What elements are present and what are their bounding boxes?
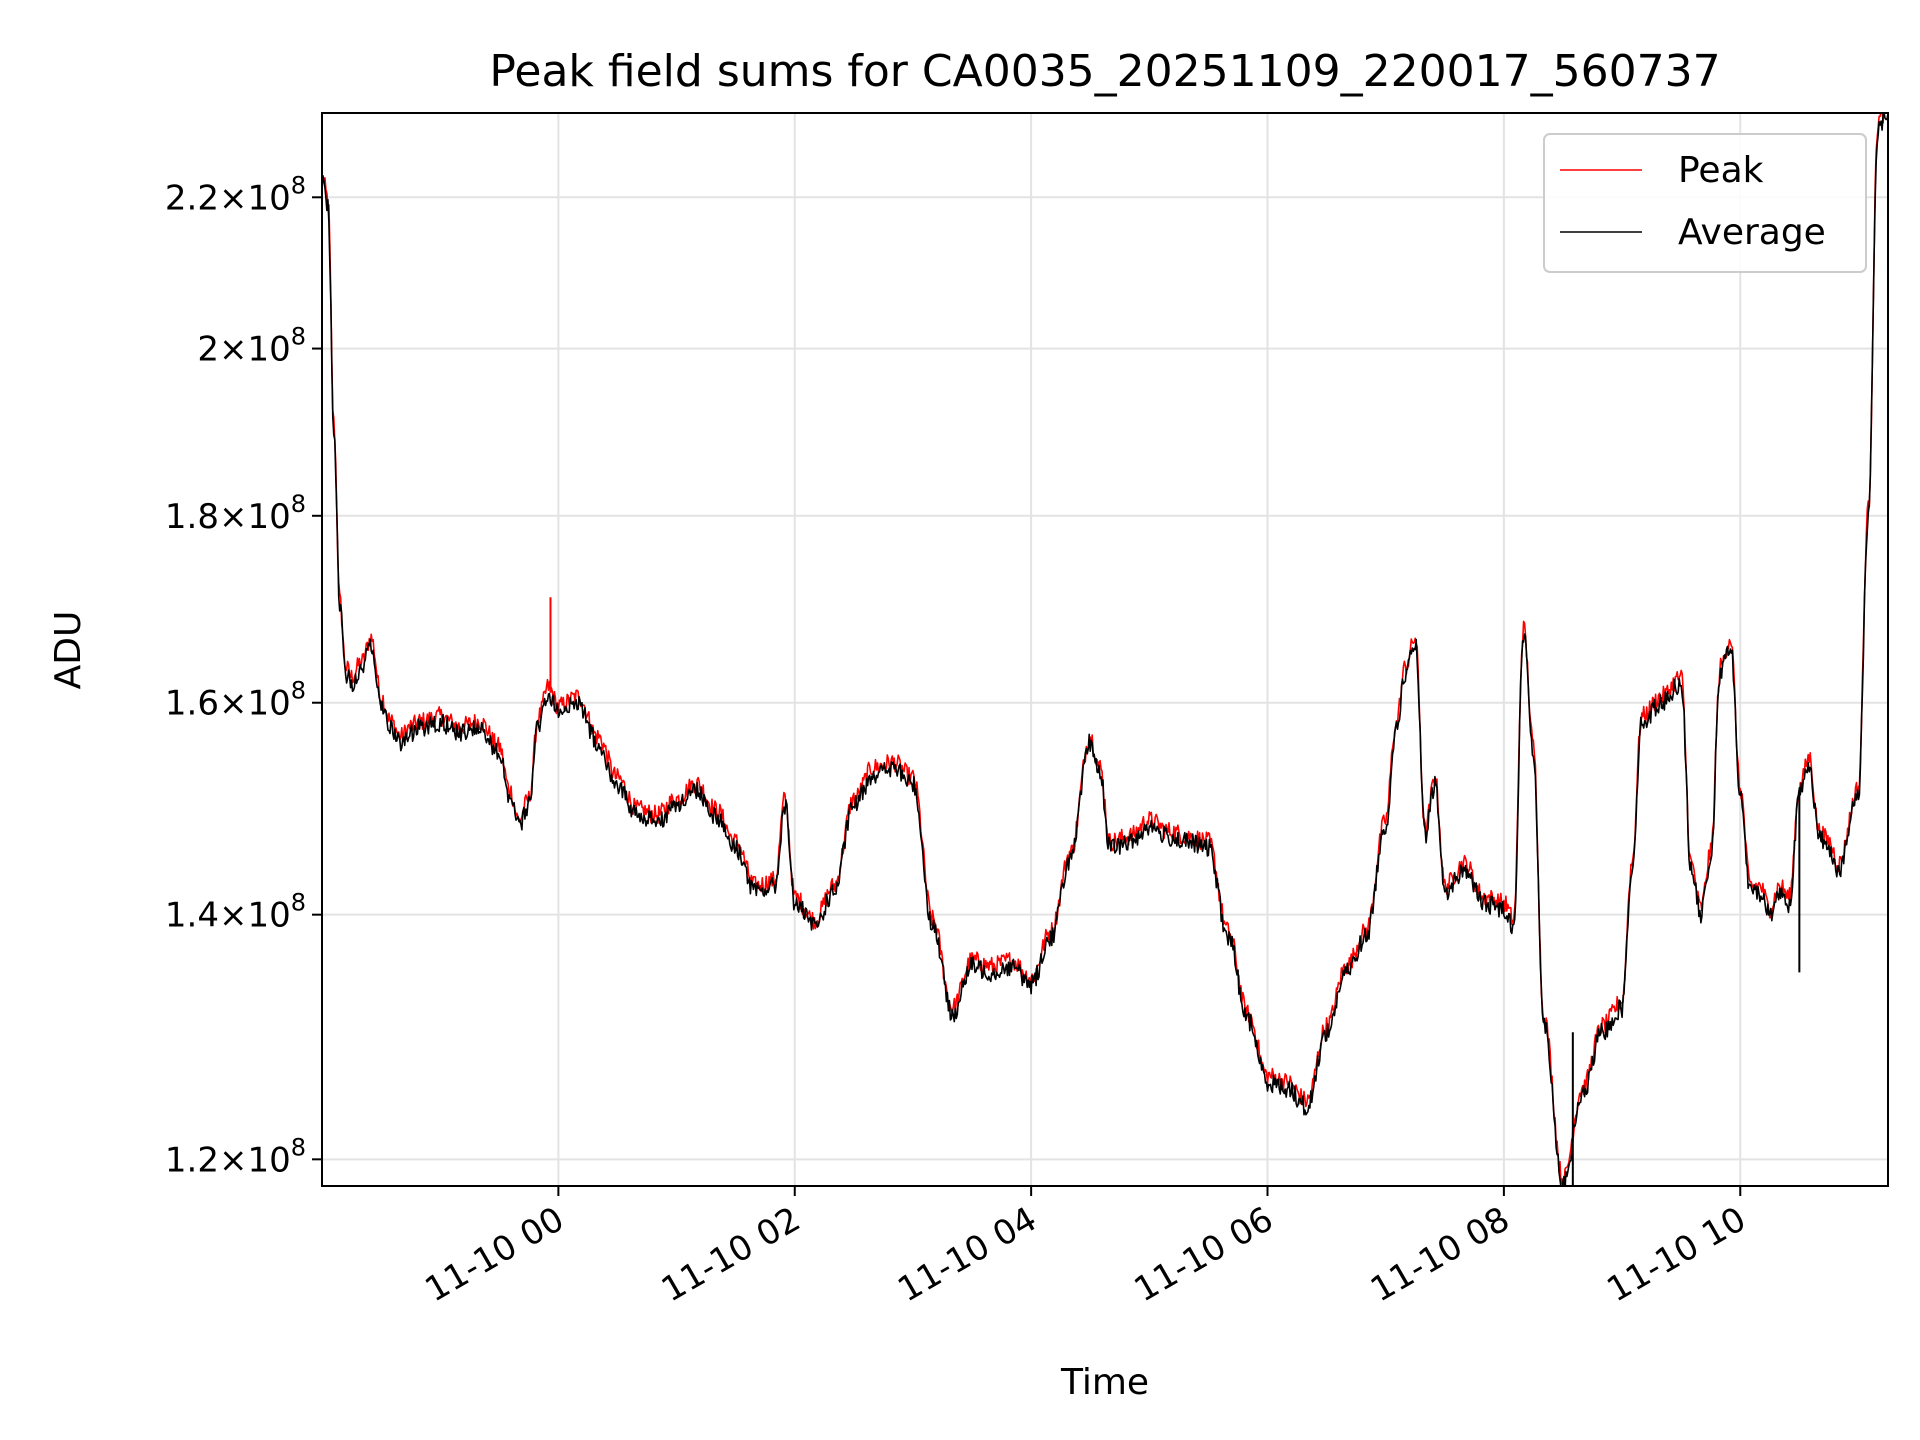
y-tick-label: 1.6×108 xyxy=(165,677,306,724)
legend-label-peak: Peak xyxy=(1678,150,1764,191)
legend: Peak Average xyxy=(1543,133,1867,273)
series-lines xyxy=(322,113,1888,1186)
y-tick-exponent: 8 xyxy=(291,323,306,351)
grid-lines xyxy=(322,113,1888,1186)
y-tick-mantissa: 1.4 xyxy=(165,896,219,936)
y-tick-label: 1.4×108 xyxy=(165,889,306,936)
y-tick-label: 1.2×108 xyxy=(165,1133,306,1180)
y-tick-exponent: 8 xyxy=(291,490,306,518)
y-tick-mantissa: 2 xyxy=(197,330,219,370)
y-tick-exponent: 8 xyxy=(291,171,306,199)
y-tick-multiplier: ×10 xyxy=(219,896,291,936)
y-tick-mantissa: 1.2 xyxy=(165,1140,219,1180)
y-tick-multiplier: ×10 xyxy=(219,330,291,370)
y-tick-mantissa: 1.6 xyxy=(165,684,219,724)
y-tick-label: 2.2×108 xyxy=(165,171,306,218)
y-axis-label: ADU xyxy=(48,611,89,690)
y-tick-mantissa: 2.2 xyxy=(165,178,219,218)
plot-frame xyxy=(321,112,1889,1187)
y-tick-exponent: 8 xyxy=(291,677,306,705)
plot-area xyxy=(322,113,1888,1186)
y-tick-multiplier: ×10 xyxy=(219,1140,291,1180)
y-tick-multiplier: ×10 xyxy=(219,178,291,218)
chart-title: Peak field sums for CA0035_20251109_2200… xyxy=(489,46,1720,97)
y-tick-exponent: 8 xyxy=(291,889,306,917)
y-tick-label: 1.8×108 xyxy=(165,490,306,537)
y-tick-exponent: 8 xyxy=(291,1133,306,1161)
legend-box xyxy=(1543,133,1867,273)
legend-label-average: Average xyxy=(1678,212,1826,253)
y-tick-mantissa: 1.8 xyxy=(165,497,219,537)
x-axis-label: Time xyxy=(1060,1362,1149,1403)
y-tick-multiplier: ×10 xyxy=(219,497,291,537)
y-tick-multiplier: ×10 xyxy=(219,684,291,724)
y-tick-label: 2×108 xyxy=(197,323,306,370)
series-line-average xyxy=(322,113,1888,1186)
